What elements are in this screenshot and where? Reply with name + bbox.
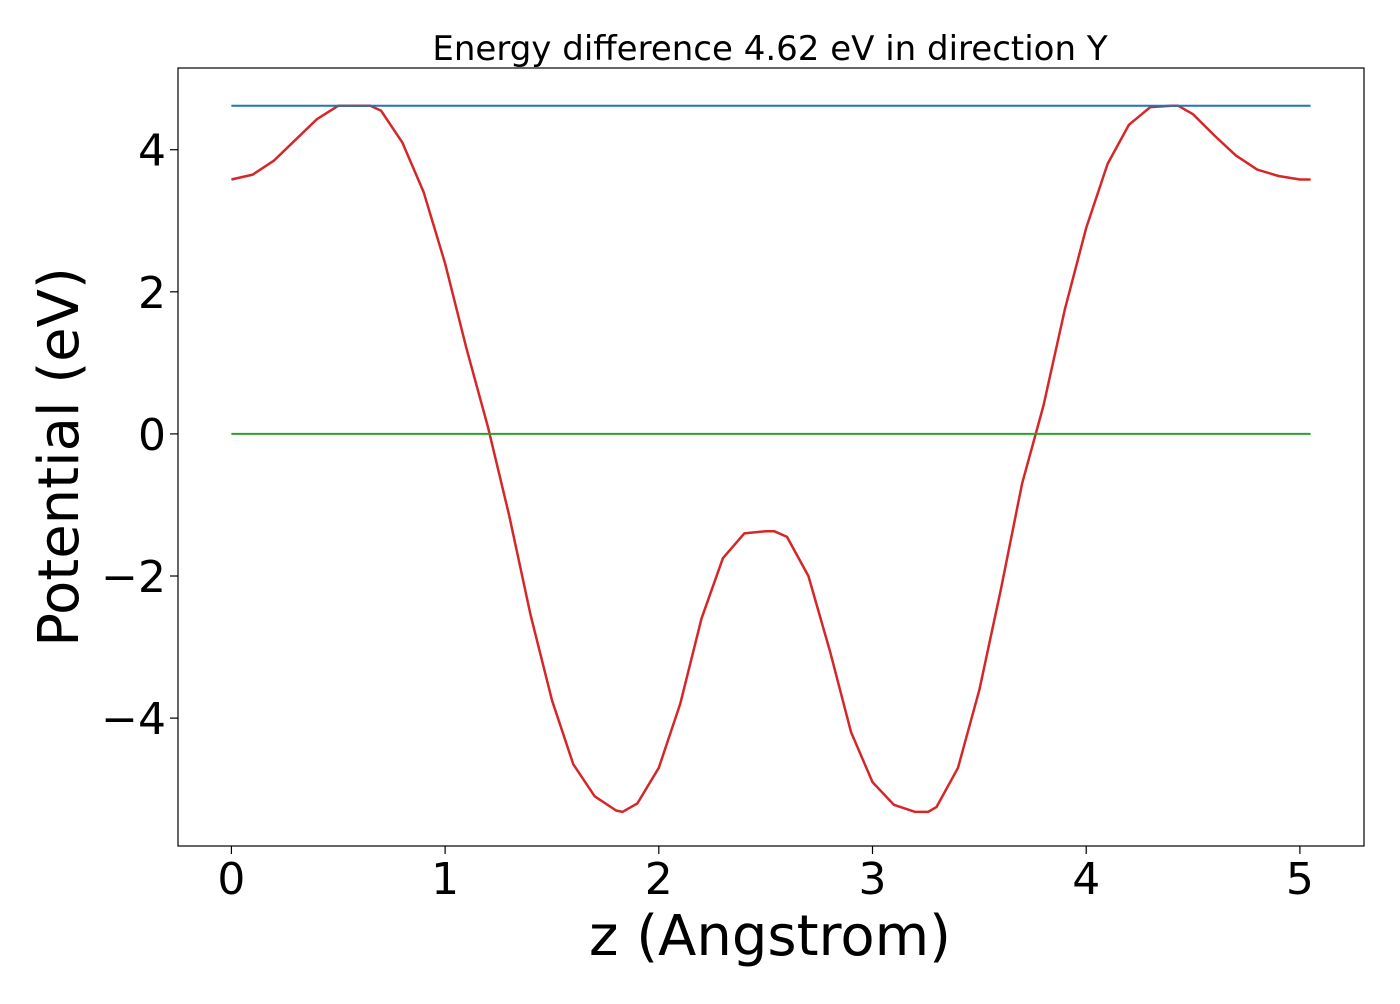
y-tick-label: −4 bbox=[101, 694, 166, 745]
x-tick-label: 4 bbox=[1072, 854, 1100, 905]
y-axis-ticks: −4 −2 0 2 4 bbox=[101, 126, 178, 745]
y-axis-title: Potential (eV) bbox=[27, 267, 92, 647]
x-tick-label: 3 bbox=[859, 854, 887, 905]
x-axis-title: z (Angstrom) bbox=[589, 904, 951, 969]
x-tick-label: 1 bbox=[431, 854, 459, 905]
x-tick-label: 5 bbox=[1286, 854, 1314, 905]
x-axis-ticks: 0 1 2 3 4 5 bbox=[217, 846, 1314, 905]
x-tick-label: 2 bbox=[645, 854, 673, 905]
y-tick-label: −2 bbox=[101, 552, 166, 603]
plot-frame bbox=[177, 67, 1365, 847]
chart-title: Energy difference 4.62 eV in direction Y bbox=[432, 29, 1107, 69]
series-layer bbox=[231, 104, 1311, 814]
y-tick-label: 2 bbox=[138, 268, 166, 319]
y-tick-label: 4 bbox=[138, 126, 166, 177]
x-tick-label: 0 bbox=[217, 854, 245, 905]
potential-curve bbox=[231, 104, 1311, 814]
y-tick-label: 0 bbox=[138, 410, 166, 461]
